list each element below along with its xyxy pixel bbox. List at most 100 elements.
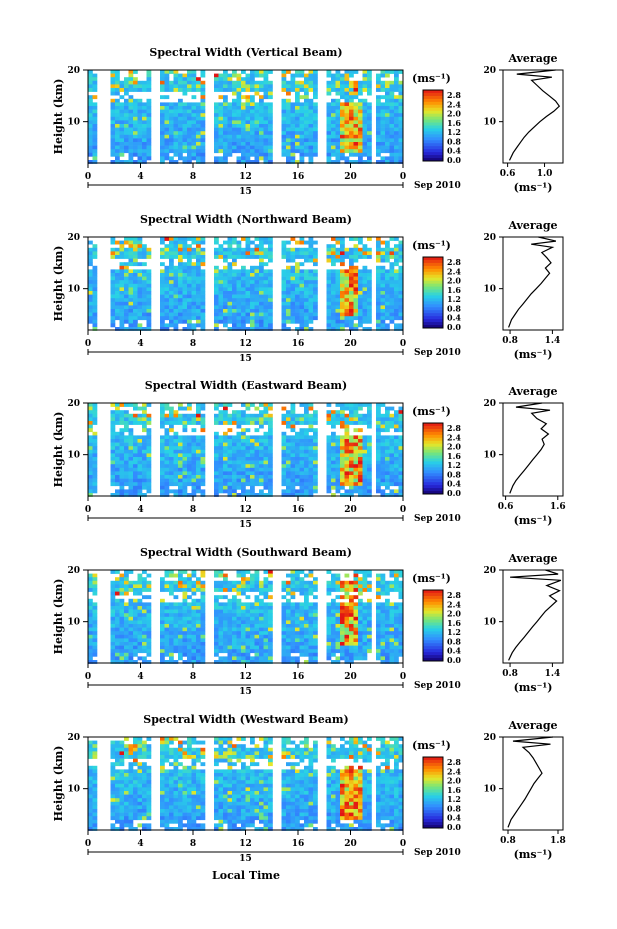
heatmap-cell	[110, 309, 116, 313]
heatmap-cell	[344, 403, 350, 407]
heatmap-cell	[88, 482, 93, 487]
heatmap-cell	[124, 652, 129, 657]
heatmap-cell	[385, 95, 390, 100]
heatmap-cell	[286, 113, 291, 118]
heatmap-cell	[187, 649, 192, 654]
x-tick-label: 12	[239, 172, 252, 182]
heatmap-cell	[88, 106, 93, 110]
heatmap-cell	[353, 301, 359, 306]
heatmap-cell	[353, 149, 359, 154]
heatmap-cell	[160, 280, 165, 285]
heatmap-cell	[344, 316, 350, 321]
heatmap-cell	[200, 642, 206, 646]
heatmap-cell	[115, 591, 120, 596]
heatmap-cell	[335, 464, 341, 469]
heatmap-cell	[385, 424, 390, 429]
heatmap-cell	[169, 269, 174, 274]
heatmap-cell	[340, 255, 345, 259]
heatmap-cell	[173, 124, 179, 128]
heatmap-cell	[344, 287, 350, 292]
heatmap-cell	[187, 258, 192, 263]
heatmap-cell	[398, 489, 404, 494]
heatmap-cell	[236, 131, 242, 136]
heatmap-cell	[88, 598, 93, 603]
heatmap-cell	[281, 142, 287, 146]
heatmap-cell	[353, 327, 359, 331]
heatmap-cell	[133, 305, 138, 310]
heatmap-cell	[137, 609, 143, 614]
heatmap-cell	[353, 291, 359, 295]
heatmap-cell	[227, 652, 233, 657]
heatmap-cell	[200, 598, 206, 603]
heatmap-cell	[394, 106, 399, 110]
heatmap-cell	[389, 283, 395, 288]
heatmap-cell	[128, 570, 134, 574]
heatmap-cell	[263, 113, 269, 118]
heatmap-cell	[335, 247, 341, 252]
heatmap-cell	[362, 149, 368, 154]
heatmap-cell	[128, 439, 134, 443]
heatmap-cell	[214, 570, 219, 574]
heatmap-cell	[313, 298, 318, 303]
heatmap-cell	[227, 142, 233, 146]
heatmap-cell	[142, 305, 147, 310]
heatmap-cell	[164, 613, 170, 618]
heatmap-cell	[214, 251, 219, 256]
heatmap-cell	[263, 624, 269, 628]
heatmap-cell	[196, 258, 201, 263]
heatmap-cell	[196, 638, 201, 643]
heatmap-cell	[232, 149, 237, 154]
heatmap-cell	[196, 453, 201, 458]
heatmap-cell	[88, 634, 93, 639]
heatmap-cell	[182, 602, 188, 607]
heatmap-cell	[196, 634, 201, 639]
colorbar-tick-label: 2.4	[447, 432, 461, 442]
heatmap-cell	[218, 116, 224, 121]
heatmap-cell	[290, 439, 296, 443]
heatmap-cell	[290, 489, 296, 494]
heatmap-cell	[119, 116, 125, 121]
heatmap-cell	[308, 142, 314, 146]
heatmap-cell	[286, 634, 291, 639]
heatmap-cell	[389, 413, 395, 418]
heatmap-cell	[146, 77, 152, 82]
heatmap-cell	[259, 413, 264, 418]
heatmap-cell	[110, 570, 116, 574]
heatmap-cell	[169, 258, 174, 263]
heatmap-cell	[88, 627, 93, 632]
heatmap-cell	[182, 102, 188, 107]
heatmap-cell	[286, 91, 291, 96]
heatmap-cell	[268, 244, 273, 249]
heatmap-cell	[268, 424, 273, 429]
heatmap-cell	[164, 106, 170, 110]
heatmap-cell	[290, 309, 296, 313]
heatmap-cell	[254, 138, 260, 143]
heatmap-cell	[353, 471, 359, 476]
heatmap-cell	[164, 305, 170, 310]
heatmap-cell	[353, 464, 359, 469]
heatmap-cell	[137, 478, 143, 483]
y-tick-label: 10	[67, 285, 80, 295]
heatmap-cell	[398, 453, 404, 458]
heatmap-cell	[182, 319, 188, 324]
heatmap-cell	[250, 291, 255, 295]
heatmap-cell	[340, 262, 345, 267]
heatmap-cell	[119, 588, 125, 592]
heatmap-cell	[164, 109, 170, 114]
heatmap-cell	[286, 421, 291, 425]
heatmap-cell	[241, 323, 246, 328]
heatmap-cell	[394, 464, 399, 469]
heatmap-cell	[110, 493, 116, 497]
heatmap-cell	[290, 475, 296, 479]
heatmap-cell	[304, 406, 309, 411]
heatmap-cell	[196, 127, 201, 132]
heatmap-cell	[295, 280, 300, 285]
heatmap-cell	[173, 413, 179, 418]
heatmap-cell	[236, 609, 242, 614]
heatmap-cell	[236, 631, 242, 636]
heatmap-cell	[182, 124, 188, 128]
heatmap-cell	[286, 269, 291, 274]
x-tick-label: 16	[292, 172, 305, 182]
heatmap-cell	[389, 91, 395, 96]
heatmap-cell	[160, 642, 165, 646]
